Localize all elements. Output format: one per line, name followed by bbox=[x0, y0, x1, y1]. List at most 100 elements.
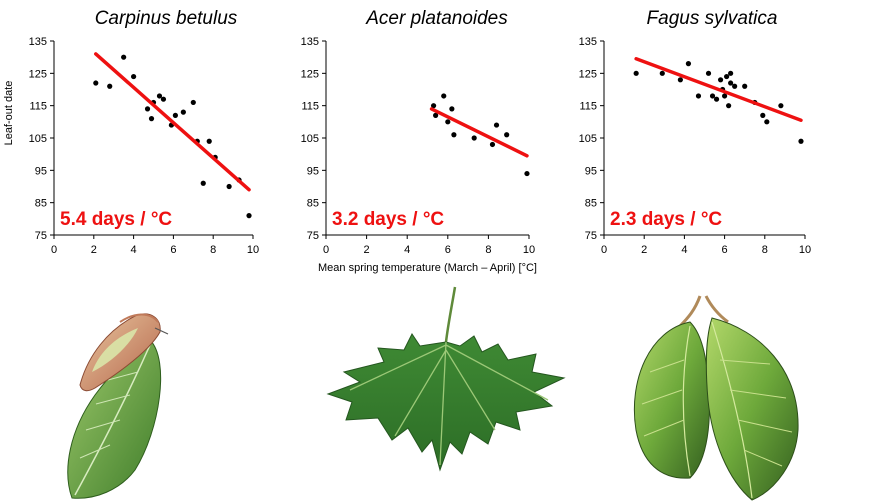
data-point bbox=[131, 73, 137, 80]
data-point bbox=[430, 103, 437, 109]
trend-line bbox=[94, 52, 251, 192]
x-tick-label: 10 bbox=[799, 244, 811, 256]
data-point bbox=[226, 183, 232, 190]
data-point bbox=[705, 70, 712, 76]
data-point bbox=[724, 73, 730, 80]
slope-annotation: 2.3 days / °C bbox=[610, 209, 722, 230]
y-tick-label: 95 bbox=[307, 165, 319, 177]
data-point bbox=[728, 70, 734, 76]
data-point bbox=[445, 119, 451, 125]
x-tick-label: 0 bbox=[601, 244, 607, 256]
x-tick-label: 10 bbox=[523, 244, 535, 256]
y-tick-label: 135 bbox=[579, 36, 597, 48]
data-point bbox=[471, 135, 477, 141]
data-point bbox=[717, 77, 724, 83]
data-point bbox=[156, 93, 163, 99]
data-point bbox=[677, 77, 683, 83]
data-point bbox=[728, 80, 734, 86]
data-point bbox=[180, 109, 186, 115]
y-tick-label: 75 bbox=[35, 230, 47, 242]
x-tick-label: 2 bbox=[364, 244, 370, 256]
y-tick-label: 135 bbox=[301, 36, 319, 48]
data-point bbox=[713, 96, 720, 102]
data-point bbox=[685, 61, 692, 67]
data-point bbox=[504, 132, 510, 138]
y-tick-label: 125 bbox=[301, 68, 319, 80]
y-tick-label: 105 bbox=[579, 133, 597, 145]
data-point bbox=[200, 180, 206, 186]
chart-title: Carpinus betulus bbox=[95, 8, 238, 29]
y-tick-label: 75 bbox=[585, 230, 597, 242]
x-tick-label: 4 bbox=[681, 244, 687, 256]
y-tick-label: 115 bbox=[579, 101, 597, 113]
data-point bbox=[441, 93, 447, 99]
y-tick-label: 75 bbox=[307, 230, 319, 242]
data-point bbox=[107, 83, 113, 89]
x-tick-label: 6 bbox=[445, 244, 451, 256]
data-point bbox=[148, 116, 155, 122]
x-tick-label: 8 bbox=[485, 244, 491, 256]
data-point bbox=[695, 93, 702, 99]
y-tick-label: 135 bbox=[29, 36, 47, 48]
x-tick-label: 8 bbox=[762, 244, 768, 256]
data-point bbox=[144, 106, 151, 112]
y-tick-label: 85 bbox=[307, 198, 319, 210]
x-axis-label: Mean spring temperature (March – April) … bbox=[318, 262, 537, 274]
y-tick-label: 85 bbox=[35, 198, 47, 210]
x-tick-label: 4 bbox=[404, 244, 410, 256]
chart-title: Acer platanoides bbox=[365, 8, 508, 29]
x-tick-label: 6 bbox=[722, 244, 728, 256]
y-tick-label: 95 bbox=[585, 165, 597, 177]
data-point bbox=[709, 93, 716, 99]
data-point bbox=[493, 122, 500, 128]
data-point bbox=[760, 112, 766, 118]
chart-fagus-sylvatica: Fagus sylvatica 75 85 95 105 115 125 135 0 2 4 6 8 10… bbox=[579, 8, 811, 256]
data-point bbox=[121, 54, 127, 60]
y-tick-label: 95 bbox=[35, 165, 47, 177]
data-point bbox=[726, 103, 732, 109]
data-point bbox=[449, 106, 455, 112]
data-point bbox=[489, 141, 496, 148]
slope-annotation: 3.2 days / °C bbox=[332, 209, 444, 230]
data-point bbox=[433, 112, 439, 118]
data-point bbox=[659, 70, 665, 76]
y-tick-label: 115 bbox=[29, 101, 47, 113]
y-tick-label: 125 bbox=[29, 68, 47, 80]
chart-title: Fagus sylvatica bbox=[647, 8, 778, 29]
x-tick-label: 10 bbox=[247, 244, 259, 256]
data-point bbox=[732, 83, 738, 89]
y-tick-label: 125 bbox=[579, 68, 597, 80]
x-tick-label: 0 bbox=[51, 244, 57, 256]
data-point bbox=[798, 138, 804, 144]
beech-leaf-icon bbox=[633, 295, 799, 501]
x-tick-label: 6 bbox=[170, 244, 176, 256]
data-point bbox=[764, 119, 770, 125]
trend-line bbox=[429, 107, 529, 158]
slope-annotation: 5.4 days / °C bbox=[60, 209, 172, 230]
y-tick-label: 85 bbox=[585, 198, 597, 210]
data-point bbox=[160, 96, 167, 102]
x-tick-label: 0 bbox=[323, 244, 329, 256]
data-point bbox=[206, 138, 212, 144]
x-tick-label: 2 bbox=[91, 244, 97, 256]
data-point bbox=[172, 112, 178, 118]
leaf-bud-icon bbox=[67, 313, 169, 499]
data-point bbox=[190, 99, 196, 106]
data-point bbox=[451, 132, 457, 138]
x-tick-label: 2 bbox=[641, 244, 647, 256]
data-point bbox=[722, 93, 728, 99]
chart-carpinus-betulus: Carpinus betulus 75 85 95 105 115 125 135 0 2 4 6 8 1… bbox=[3, 8, 259, 256]
x-tick-label: 4 bbox=[131, 244, 137, 256]
y-tick-label: 105 bbox=[301, 133, 319, 145]
data-point bbox=[742, 83, 748, 89]
trend-line bbox=[634, 57, 803, 122]
chart-acer-platanoides: Acer platanoides 75 85 95 105 115 125 135 0 2 4 6 8 1… bbox=[301, 8, 537, 274]
data-point bbox=[246, 213, 252, 219]
data-point bbox=[524, 170, 530, 177]
data-point bbox=[93, 80, 99, 86]
data-point bbox=[778, 103, 784, 109]
maple-leaf-icon bbox=[326, 286, 566, 472]
y-tick-label: 115 bbox=[301, 101, 319, 113]
y-axis-label: Leaf-out date bbox=[3, 81, 15, 146]
